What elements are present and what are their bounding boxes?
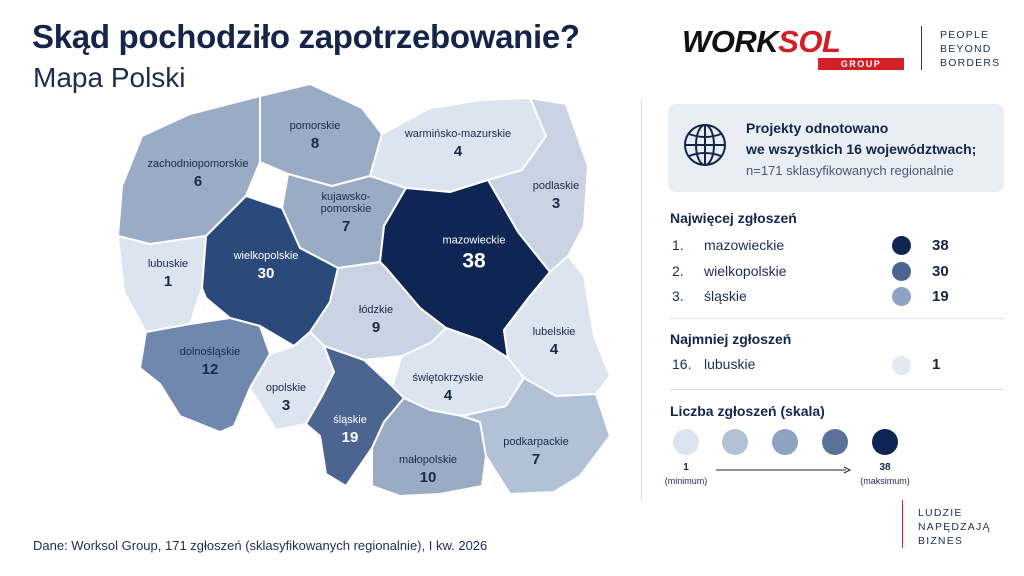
label-slaskie: śląskie 19 (333, 414, 367, 446)
label-swietokrzyskie: świętokrzyskie 4 (412, 372, 484, 404)
logo-wordmark: WORKSOL (682, 24, 841, 59)
page-title: Skąd pochodziło zapotrzebowanie? (32, 18, 580, 55)
region-dolnoslaskie[interactable] (139, 317, 271, 433)
label-dolnoslaskie: dolnośląskie 12 (179, 346, 241, 378)
region-malopolskie[interactable] (371, 397, 487, 497)
scale-arrow-icon (716, 466, 852, 474)
label-kujawsko-pomorskie: kujawsko-pomorskie 7 (320, 191, 372, 235)
label-lodzkie: łódzkie 9 (358, 304, 394, 336)
globe-icon (684, 124, 726, 166)
motto-divider (902, 500, 903, 548)
page-subtitle: Mapa Polski (33, 62, 186, 93)
top-item-1: 1. mazowieckie 38 (672, 236, 949, 255)
info-box: Projekty odnotowano we wszystkich 16 woj… (668, 104, 1004, 192)
region-podkarpackie[interactable] (461, 377, 611, 495)
label-lubelskie: lubelskie 4 (532, 326, 576, 358)
label-podkarpackie: podkarpackie 7 (503, 436, 569, 468)
panel-divider (641, 100, 642, 500)
logo-divider (921, 26, 922, 70)
poland-map-svg (117, 83, 611, 497)
top-item-2: 2. wielkopolskie 30 (672, 262, 949, 281)
bottom-item-1: 16. lubuskie 1 (672, 356, 941, 375)
rank-dot (892, 262, 911, 281)
label-warminsko-mazurskie: warmińsko-mazurskie 4 (404, 128, 512, 160)
scale-min-value: 1 (683, 462, 689, 473)
section-separator (670, 318, 1004, 319)
top-heading: Najwięcej zgłoszeń (670, 210, 797, 226)
source-note: Dane: Worksol Group, 171 zgłoszeń (sklas… (33, 538, 488, 553)
motto: LUDZIE NAPĘDZAJĄ BIZNES (918, 507, 991, 547)
region-slaskie[interactable] (305, 345, 405, 487)
scale-max-caption: (maksimum) (860, 476, 910, 486)
label-pomorskie: pomorskie 8 (289, 120, 341, 152)
bottom-heading: Najmniej zgłoszeń (670, 331, 792, 347)
rank-dot (892, 236, 911, 255)
info-line-3: n=171 sklasyfikowanych regionalnie (746, 163, 954, 178)
scale-dot-1 (673, 429, 699, 455)
top-item-3: 3. śląskie 19 (672, 287, 949, 306)
label-opolskie: opolskie 3 (265, 382, 307, 414)
rank-dot (892, 287, 911, 306)
region-lubelskie[interactable] (503, 255, 611, 397)
scale-min-caption: (minimum) (664, 476, 708, 486)
label-zachodniopomorskie: zachodniopomorskie 6 (147, 158, 249, 190)
scale-dot-2 (722, 429, 748, 455)
label-podlaskie: podlaskie 3 (532, 180, 580, 212)
scale-dot-5 (872, 429, 898, 455)
tagline: PEOPLE BEYOND BORDERS (940, 29, 1001, 69)
region-lubuskie[interactable] (117, 235, 207, 333)
scale-heading: Liczba zgłoszeń (skala) (670, 403, 825, 419)
label-malopolskie: małopolskie 10 (398, 454, 458, 486)
label-lubuskie: lubuskie 1 (147, 258, 189, 290)
label-wielkopolskie: wielkopolskie 30 (233, 250, 299, 282)
scale-dot-4 (822, 429, 848, 455)
section-separator (670, 389, 1004, 390)
rank-dot (892, 356, 911, 375)
worksol-logo: WORKSOL GROUP (682, 24, 912, 72)
scale-max-value: 38 (879, 462, 891, 473)
poland-map: pomorskie 8 warmińsko-mazurskie 4 zachodni… (110, 76, 630, 546)
info-line-2: we wszystkich 16 województwach; (746, 141, 977, 157)
logo-group-label: GROUP (818, 58, 904, 70)
label-mazowieckie: mazowieckie 38 (442, 234, 506, 273)
scale-dot-3 (772, 429, 798, 455)
info-line-1: Projekty odnotowano (746, 120, 889, 136)
